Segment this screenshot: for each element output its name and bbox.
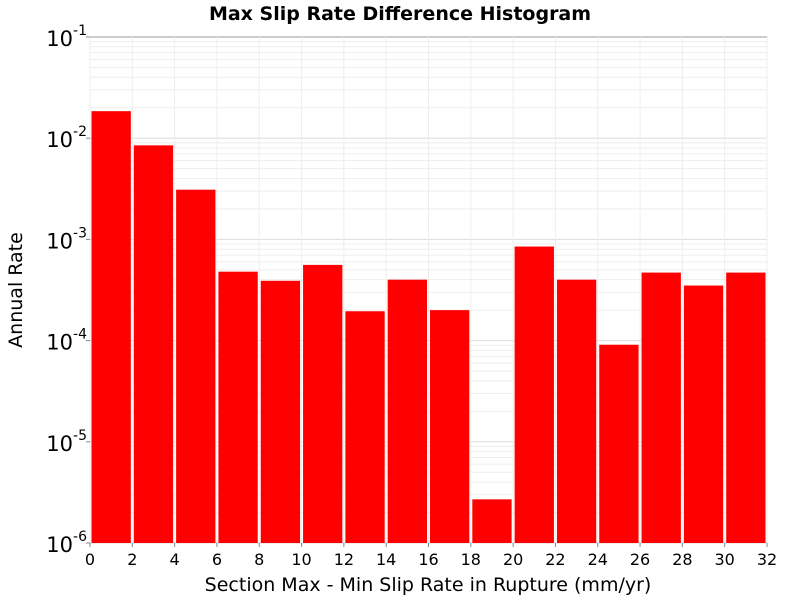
y-tick-base: 10 bbox=[46, 331, 73, 355]
histogram-bar bbox=[599, 344, 639, 543]
y-axis-ticks: 10-610-510-410-310-210-1 bbox=[46, 23, 90, 557]
histogram-bar bbox=[218, 271, 258, 543]
y-tick-exponent: -2 bbox=[73, 124, 87, 140]
histogram-bar bbox=[514, 246, 554, 544]
y-tick-exponent: -4 bbox=[73, 327, 87, 343]
histogram-bar bbox=[133, 145, 174, 543]
x-tick-label: 12 bbox=[334, 550, 354, 569]
histogram-bar bbox=[176, 189, 216, 543]
x-tick-label: 6 bbox=[212, 550, 222, 569]
histogram-bar bbox=[641, 272, 681, 543]
plot-area bbox=[89, 36, 768, 544]
y-tick-base: 10 bbox=[46, 533, 73, 557]
y-tick-base: 10 bbox=[46, 27, 73, 51]
y-tick-label: 10-5 bbox=[46, 428, 87, 456]
x-tick-label: 22 bbox=[545, 550, 565, 569]
x-tick-label: 18 bbox=[461, 550, 481, 569]
x-tick-label: 2 bbox=[127, 550, 137, 569]
x-tick-label: 28 bbox=[672, 550, 692, 569]
x-tick-label: 20 bbox=[503, 550, 523, 569]
y-tick-label: 10-6 bbox=[46, 529, 87, 557]
x-tick-label: 26 bbox=[630, 550, 650, 569]
histogram-bar bbox=[683, 285, 724, 543]
histogram-bar bbox=[430, 310, 470, 543]
y-tick-label: 10-4 bbox=[46, 327, 87, 355]
histogram-bar bbox=[387, 279, 427, 543]
x-tick-label: 14 bbox=[376, 550, 396, 569]
histogram-bar bbox=[726, 272, 766, 543]
histogram-bar bbox=[345, 311, 385, 543]
x-tick-label: 16 bbox=[418, 550, 438, 569]
y-tick-label: 10-3 bbox=[46, 225, 87, 253]
x-tick-label: 24 bbox=[588, 550, 608, 569]
y-tick-exponent: -3 bbox=[73, 225, 87, 241]
y-tick-base: 10 bbox=[46, 128, 73, 152]
histogram-bar bbox=[472, 499, 512, 543]
y-tick-base: 10 bbox=[46, 229, 73, 253]
x-axis-ticks: 0 2 4 6 8 10 12 14 16 18 20 22 24 26 28 30 32 bbox=[85, 543, 777, 569]
y-tick-label: 10-1 bbox=[46, 23, 87, 51]
y-tick-exponent: -1 bbox=[73, 23, 87, 39]
y-tick-base: 10 bbox=[46, 432, 73, 456]
x-tick-label: 4 bbox=[170, 550, 180, 569]
histogram-bar bbox=[303, 264, 343, 543]
histogram-bar bbox=[556, 279, 597, 543]
y-tick-exponent: -6 bbox=[73, 529, 87, 545]
y-tick-exponent: -5 bbox=[73, 428, 87, 444]
y-tick-label: 10-2 bbox=[46, 124, 87, 152]
x-tick-label: 8 bbox=[254, 550, 264, 569]
x-tick-label: 32 bbox=[757, 550, 777, 569]
y-axis-label: Annual Rate bbox=[5, 232, 27, 348]
x-tick-label: 10 bbox=[291, 550, 311, 569]
histogram-bar bbox=[91, 111, 131, 543]
x-tick-label: 0 bbox=[85, 550, 95, 569]
bars bbox=[91, 111, 766, 544]
x-tick-label: 30 bbox=[715, 550, 735, 569]
histogram-bar bbox=[260, 280, 301, 543]
chart-title: Max Slip Rate Difference Histogram bbox=[209, 3, 591, 25]
x-axis-label: Section Max - Min Slip Rate in Rupture (… bbox=[205, 574, 652, 596]
